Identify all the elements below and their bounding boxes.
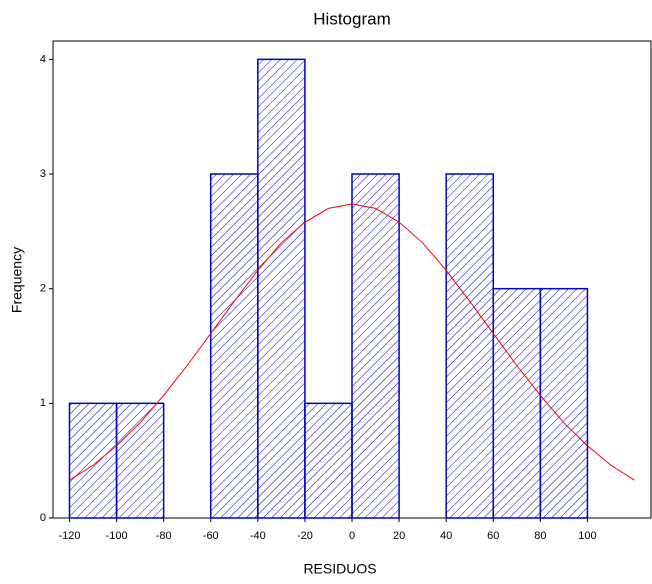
x-tick-label: -20 [297, 530, 313, 542]
bar [209, 173, 259, 519]
bar [445, 173, 495, 519]
bar [351, 173, 400, 519]
x-axis-title: RESIDUOS [303, 561, 376, 577]
x-tick-label: 40 [440, 530, 452, 542]
bar [492, 287, 542, 519]
y-tick-label: 0 [40, 512, 46, 524]
bar [115, 402, 165, 519]
x-tick-label: 100 [578, 530, 596, 542]
bar [257, 58, 306, 519]
chart-title: Histogram [313, 9, 390, 28]
y-tick-label: 2 [40, 283, 46, 295]
x-tick-label: 80 [534, 530, 546, 542]
x-tick-label: 0 [349, 530, 355, 542]
x-tick-label: -40 [250, 530, 266, 542]
x-tick-label: -100 [106, 530, 128, 542]
bar [304, 402, 353, 519]
x-tick-label: 20 [393, 530, 405, 542]
y-tick-label: 3 [40, 168, 46, 180]
bar [539, 287, 589, 519]
x-tick-label: 60 [487, 530, 499, 542]
x-tick-label: -60 [203, 530, 219, 542]
x-tick-label: -80 [156, 530, 172, 542]
bar [68, 402, 118, 519]
y-tick-label: 4 [40, 53, 46, 65]
x-tick-label: -120 [58, 530, 80, 542]
y-axis-title: Frequency [9, 247, 25, 313]
y-tick-label: 1 [40, 397, 46, 409]
normal-curve [69, 203, 635, 481]
